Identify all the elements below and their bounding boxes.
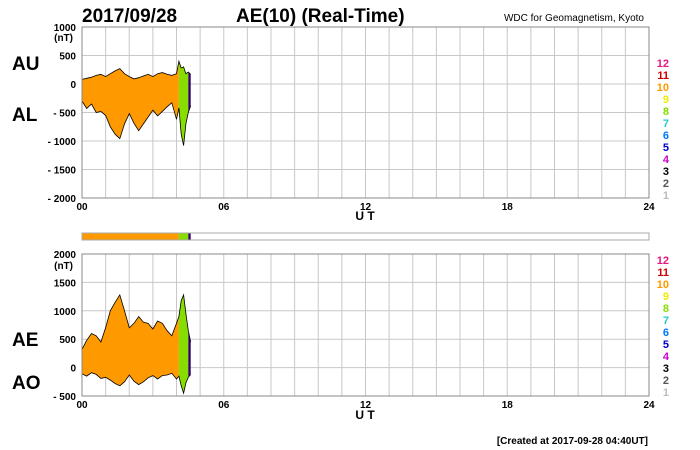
legend-entry: 10 <box>657 82 669 94</box>
series-lines <box>82 59 192 146</box>
legend-entry: 4 <box>663 154 670 166</box>
area-band <box>178 294 189 394</box>
x-axis-label: U T <box>355 408 375 422</box>
y-tick-label: 1500 <box>54 278 77 289</box>
data-source: WDC for Geomagnetism, Kyoto <box>504 13 644 24</box>
legend-entry: 9 <box>663 94 669 106</box>
legend-entry: 2 <box>663 178 669 190</box>
x-tick-label: 12 <box>360 202 372 213</box>
legend-entry: 5 <box>663 142 669 154</box>
x-tick-label: 00 <box>76 400 88 411</box>
ae-ao-panel: (nT) AE AO 2000 1500 1000 500 0 - 500 00 06 12 1… <box>12 250 655 422</box>
legend-entry: 7 <box>663 315 669 327</box>
area-fill <box>82 294 191 394</box>
ae-label: AE <box>12 330 38 351</box>
x-tick-label: 18 <box>502 202 514 213</box>
legend-entry: 3 <box>663 166 669 178</box>
x-tick-label: 24 <box>643 202 655 213</box>
legend-entry: 5 <box>663 339 669 351</box>
x-tick-label: 06 <box>218 400 230 411</box>
area-band <box>82 61 179 139</box>
x-tick-label: 00 <box>76 202 88 213</box>
coverage-band <box>178 233 189 240</box>
legend-entry: 4 <box>663 351 670 363</box>
legend-entry: 7 <box>663 118 669 130</box>
chart-title: AE(10) (Real-Time) <box>236 6 405 27</box>
y-axis-ticks: 1000 500 0 - 500 - 1000 - 1500 - 2000 <box>48 23 77 205</box>
y-tick-label: - 500 <box>53 392 76 403</box>
legend-entry: 12 <box>657 255 669 267</box>
legend-entry: 12 <box>657 58 669 70</box>
x-tick-label: 18 <box>502 400 514 411</box>
y-tick-label: 1000 <box>54 23 77 34</box>
series-lines <box>82 293 192 395</box>
plot-frame <box>81 26 650 199</box>
unit-label: (nT) <box>54 261 73 272</box>
legend-entry: 8 <box>663 106 669 118</box>
y-tick-label: 500 <box>59 335 76 346</box>
coverage-frame <box>81 232 650 241</box>
legend-entry: 11 <box>657 267 669 279</box>
chart-date: 2017/09/28 <box>82 6 177 27</box>
legend-entry: 1 <box>663 190 669 202</box>
y-tick-label: - 500 <box>53 109 76 120</box>
legend-entry: 11 <box>657 70 669 82</box>
y-axis-ticks: 2000 1500 1000 500 0 - 500 <box>53 250 76 403</box>
coverage-bands <box>82 233 191 240</box>
au-al-panel: (nT) AU AL 1000 500 0 - 500 - 1000 - 1500 - 20… <box>12 23 655 223</box>
al-label: AL <box>12 105 38 126</box>
legend-entry: 1 <box>663 387 669 399</box>
y-tick-label: 0 <box>70 364 76 375</box>
legend-entry: 6 <box>663 130 669 142</box>
series-line-au <box>82 59 191 80</box>
y-tick-label: 500 <box>59 52 76 63</box>
legend-entry: 8 <box>663 303 669 315</box>
x-tick-label: 12 <box>360 400 372 411</box>
legend-entry: 9 <box>663 291 669 303</box>
ao-label: AO <box>12 373 41 394</box>
y-tick-label: - 2000 <box>48 194 77 205</box>
coverage-band <box>188 233 191 240</box>
y-tick-label: 0 <box>70 80 76 91</box>
x-tick-label: 24 <box>643 400 655 411</box>
x-axis-ticks: 00 06 12 18 24 <box>76 202 655 213</box>
area-band <box>82 294 179 386</box>
legend-entry: 6 <box>663 327 669 339</box>
series-line-al <box>82 100 192 146</box>
series-line-ae <box>82 293 192 350</box>
legend-entry: 10 <box>657 279 669 291</box>
area-band <box>188 330 191 378</box>
unit-label: (nT) <box>54 33 73 44</box>
y-tick-label: 1000 <box>54 307 77 318</box>
coverage-band <box>82 233 179 240</box>
y-tick-label: 2000 <box>54 250 77 261</box>
legend-entry: 3 <box>663 363 669 375</box>
coverage-bar <box>81 232 650 241</box>
y-tick-label: - 1500 <box>48 166 77 177</box>
area-band <box>188 72 191 113</box>
x-axis-label: U T <box>355 209 375 223</box>
created-timestamp: [Created at 2017-09-28 04:40UT] <box>497 436 648 447</box>
au-label: AU <box>12 54 39 75</box>
plot-frame <box>81 253 650 397</box>
area-fill <box>82 61 191 146</box>
area-band <box>178 61 189 146</box>
x-axis-ticks: 00 06 12 18 24 <box>76 400 655 411</box>
grid <box>82 27 649 198</box>
y-tick-label: - 1000 <box>48 137 77 148</box>
legend-entry: 2 <box>663 375 669 387</box>
series-line-ao <box>82 372 192 395</box>
x-tick-label: 06 <box>218 202 230 213</box>
